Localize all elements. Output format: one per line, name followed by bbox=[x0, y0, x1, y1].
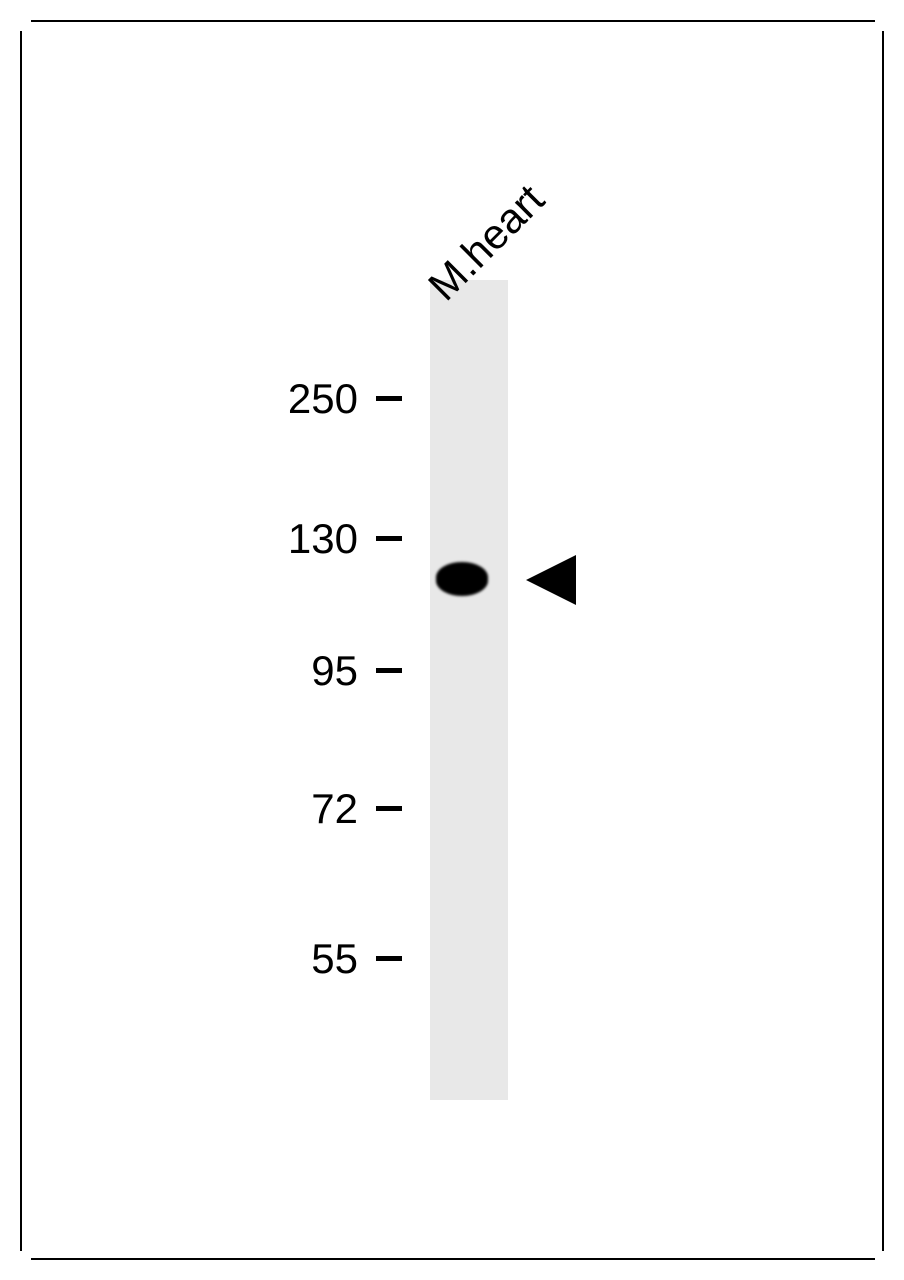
mw-label: 55 bbox=[311, 935, 358, 983]
mw-tick bbox=[376, 396, 402, 401]
mw-tick bbox=[376, 806, 402, 811]
mw-label: 72 bbox=[311, 785, 358, 833]
mw-tick bbox=[376, 668, 402, 673]
mw-label: 130 bbox=[288, 515, 358, 563]
frame-corner-notch bbox=[19, 1251, 31, 1263]
mw-label: 250 bbox=[288, 375, 358, 423]
mw-tick bbox=[376, 536, 402, 541]
frame-corner-notch bbox=[19, 19, 31, 31]
mw-label: 95 bbox=[311, 647, 358, 695]
frame-corner-notch bbox=[875, 19, 887, 31]
mw-tick bbox=[376, 956, 402, 961]
band-arrow-icon bbox=[520, 552, 576, 608]
frame-corner-notch bbox=[875, 1251, 887, 1263]
blot-lane bbox=[430, 280, 508, 1100]
protein-band bbox=[436, 562, 488, 596]
